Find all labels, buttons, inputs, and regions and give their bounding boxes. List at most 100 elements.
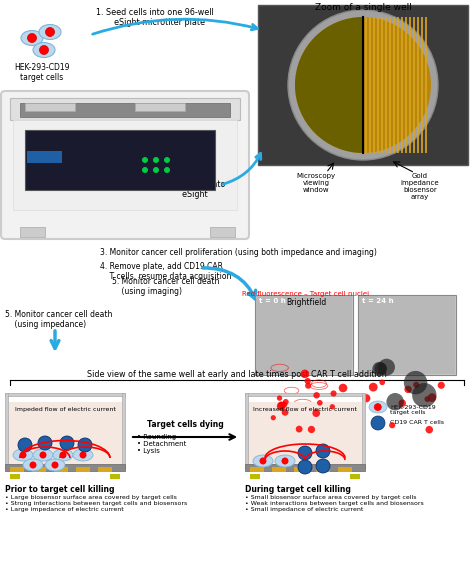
- Circle shape: [404, 371, 428, 394]
- Circle shape: [330, 390, 337, 397]
- Circle shape: [389, 422, 395, 428]
- Bar: [250, 467, 264, 472]
- Ellipse shape: [39, 24, 61, 39]
- Circle shape: [19, 452, 27, 459]
- Circle shape: [308, 426, 315, 433]
- Circle shape: [404, 386, 412, 393]
- Bar: [25, 103, 75, 111]
- Circle shape: [46, 27, 55, 36]
- Circle shape: [277, 395, 282, 401]
- Circle shape: [38, 436, 52, 450]
- Circle shape: [317, 400, 323, 406]
- Circle shape: [259, 457, 266, 464]
- Bar: [385, 17, 388, 153]
- Text: Zoom of a single well: Zoom of a single well: [315, 3, 411, 12]
- Bar: [255, 295, 353, 375]
- Bar: [421, 17, 423, 153]
- Bar: [245, 464, 365, 471]
- Bar: [76, 467, 91, 472]
- Circle shape: [282, 409, 289, 416]
- Circle shape: [295, 17, 431, 153]
- Bar: [13, 120, 237, 210]
- Bar: [245, 393, 248, 468]
- Circle shape: [39, 452, 46, 459]
- Bar: [358, 295, 456, 375]
- Bar: [338, 467, 352, 472]
- Ellipse shape: [275, 455, 295, 467]
- Bar: [32, 467, 46, 472]
- Circle shape: [60, 452, 66, 459]
- Circle shape: [412, 383, 437, 408]
- Circle shape: [298, 446, 312, 460]
- Text: Red fluorescence – Target cell nuclei: Red fluorescence – Target cell nuclei: [242, 291, 370, 297]
- Text: Brightfield: Brightfield: [286, 298, 326, 307]
- Bar: [258, 5, 468, 165]
- Bar: [210, 227, 235, 237]
- Circle shape: [371, 416, 385, 430]
- Text: HEK-293-CD19
target cells: HEK-293-CD19 target cells: [390, 405, 436, 415]
- Bar: [27, 151, 62, 163]
- Circle shape: [378, 359, 395, 376]
- Text: t = 0 h: t = 0 h: [259, 298, 286, 304]
- Text: 5. Monitor cancer cell death
    (using imaging): 5. Monitor cancer cell death (using imag…: [112, 277, 219, 296]
- Bar: [405, 17, 408, 153]
- Circle shape: [386, 393, 404, 411]
- Text: • Large biosensor surface area covered by target cells
• Strong interactions bet: • Large biosensor surface area covered b…: [5, 495, 187, 512]
- Ellipse shape: [23, 459, 43, 471]
- Circle shape: [301, 369, 309, 378]
- Circle shape: [438, 382, 445, 389]
- Bar: [377, 17, 380, 153]
- Circle shape: [29, 461, 36, 468]
- Bar: [20, 103, 230, 117]
- Bar: [373, 17, 375, 153]
- Ellipse shape: [21, 31, 43, 46]
- Bar: [272, 467, 286, 472]
- Bar: [54, 467, 68, 472]
- Bar: [110, 474, 120, 479]
- Ellipse shape: [53, 449, 73, 461]
- Bar: [294, 467, 308, 472]
- Circle shape: [296, 426, 302, 433]
- Circle shape: [428, 393, 437, 402]
- Circle shape: [369, 383, 378, 391]
- Circle shape: [379, 379, 385, 385]
- Bar: [10, 467, 24, 472]
- Circle shape: [288, 10, 438, 160]
- Circle shape: [142, 167, 148, 173]
- Circle shape: [283, 399, 289, 405]
- Circle shape: [316, 444, 330, 458]
- Bar: [8, 402, 122, 466]
- Bar: [401, 17, 403, 153]
- Circle shape: [27, 34, 36, 42]
- Bar: [135, 103, 185, 111]
- Bar: [20, 227, 45, 237]
- Bar: [5, 393, 8, 468]
- Circle shape: [312, 409, 320, 417]
- Circle shape: [316, 459, 330, 473]
- Bar: [256, 296, 352, 374]
- Bar: [245, 393, 365, 396]
- Text: CD19 CAR T cells: CD19 CAR T cells: [390, 420, 444, 426]
- Circle shape: [164, 157, 170, 163]
- Bar: [413, 17, 416, 153]
- Text: Side view of the same well at early and late times post CAR T cell addition: Side view of the same well at early and …: [87, 370, 387, 379]
- Circle shape: [426, 426, 433, 434]
- Bar: [316, 467, 330, 472]
- Circle shape: [78, 438, 92, 452]
- Circle shape: [374, 403, 382, 411]
- Ellipse shape: [369, 401, 387, 413]
- Circle shape: [374, 404, 382, 411]
- Text: • Rounding
• Detachment
• Lysis: • Rounding • Detachment • Lysis: [137, 434, 186, 454]
- Circle shape: [153, 157, 159, 163]
- Circle shape: [305, 378, 311, 384]
- Text: 1. Seed cells into one 96-well
    eSight microtiter plate: 1. Seed cells into one 96-well eSight mi…: [96, 8, 214, 27]
- Circle shape: [142, 157, 148, 163]
- Text: 4. Remove plate, add CD19 CAR
    T cells, resume data acquisition: 4. Remove plate, add CD19 CAR T cells, r…: [100, 262, 231, 281]
- Circle shape: [281, 401, 287, 408]
- Circle shape: [271, 415, 276, 420]
- Bar: [362, 393, 365, 468]
- Text: HEK-293-CD19
target cells: HEK-293-CD19 target cells: [14, 63, 70, 82]
- Circle shape: [52, 461, 58, 468]
- Ellipse shape: [33, 449, 53, 461]
- Bar: [425, 17, 428, 153]
